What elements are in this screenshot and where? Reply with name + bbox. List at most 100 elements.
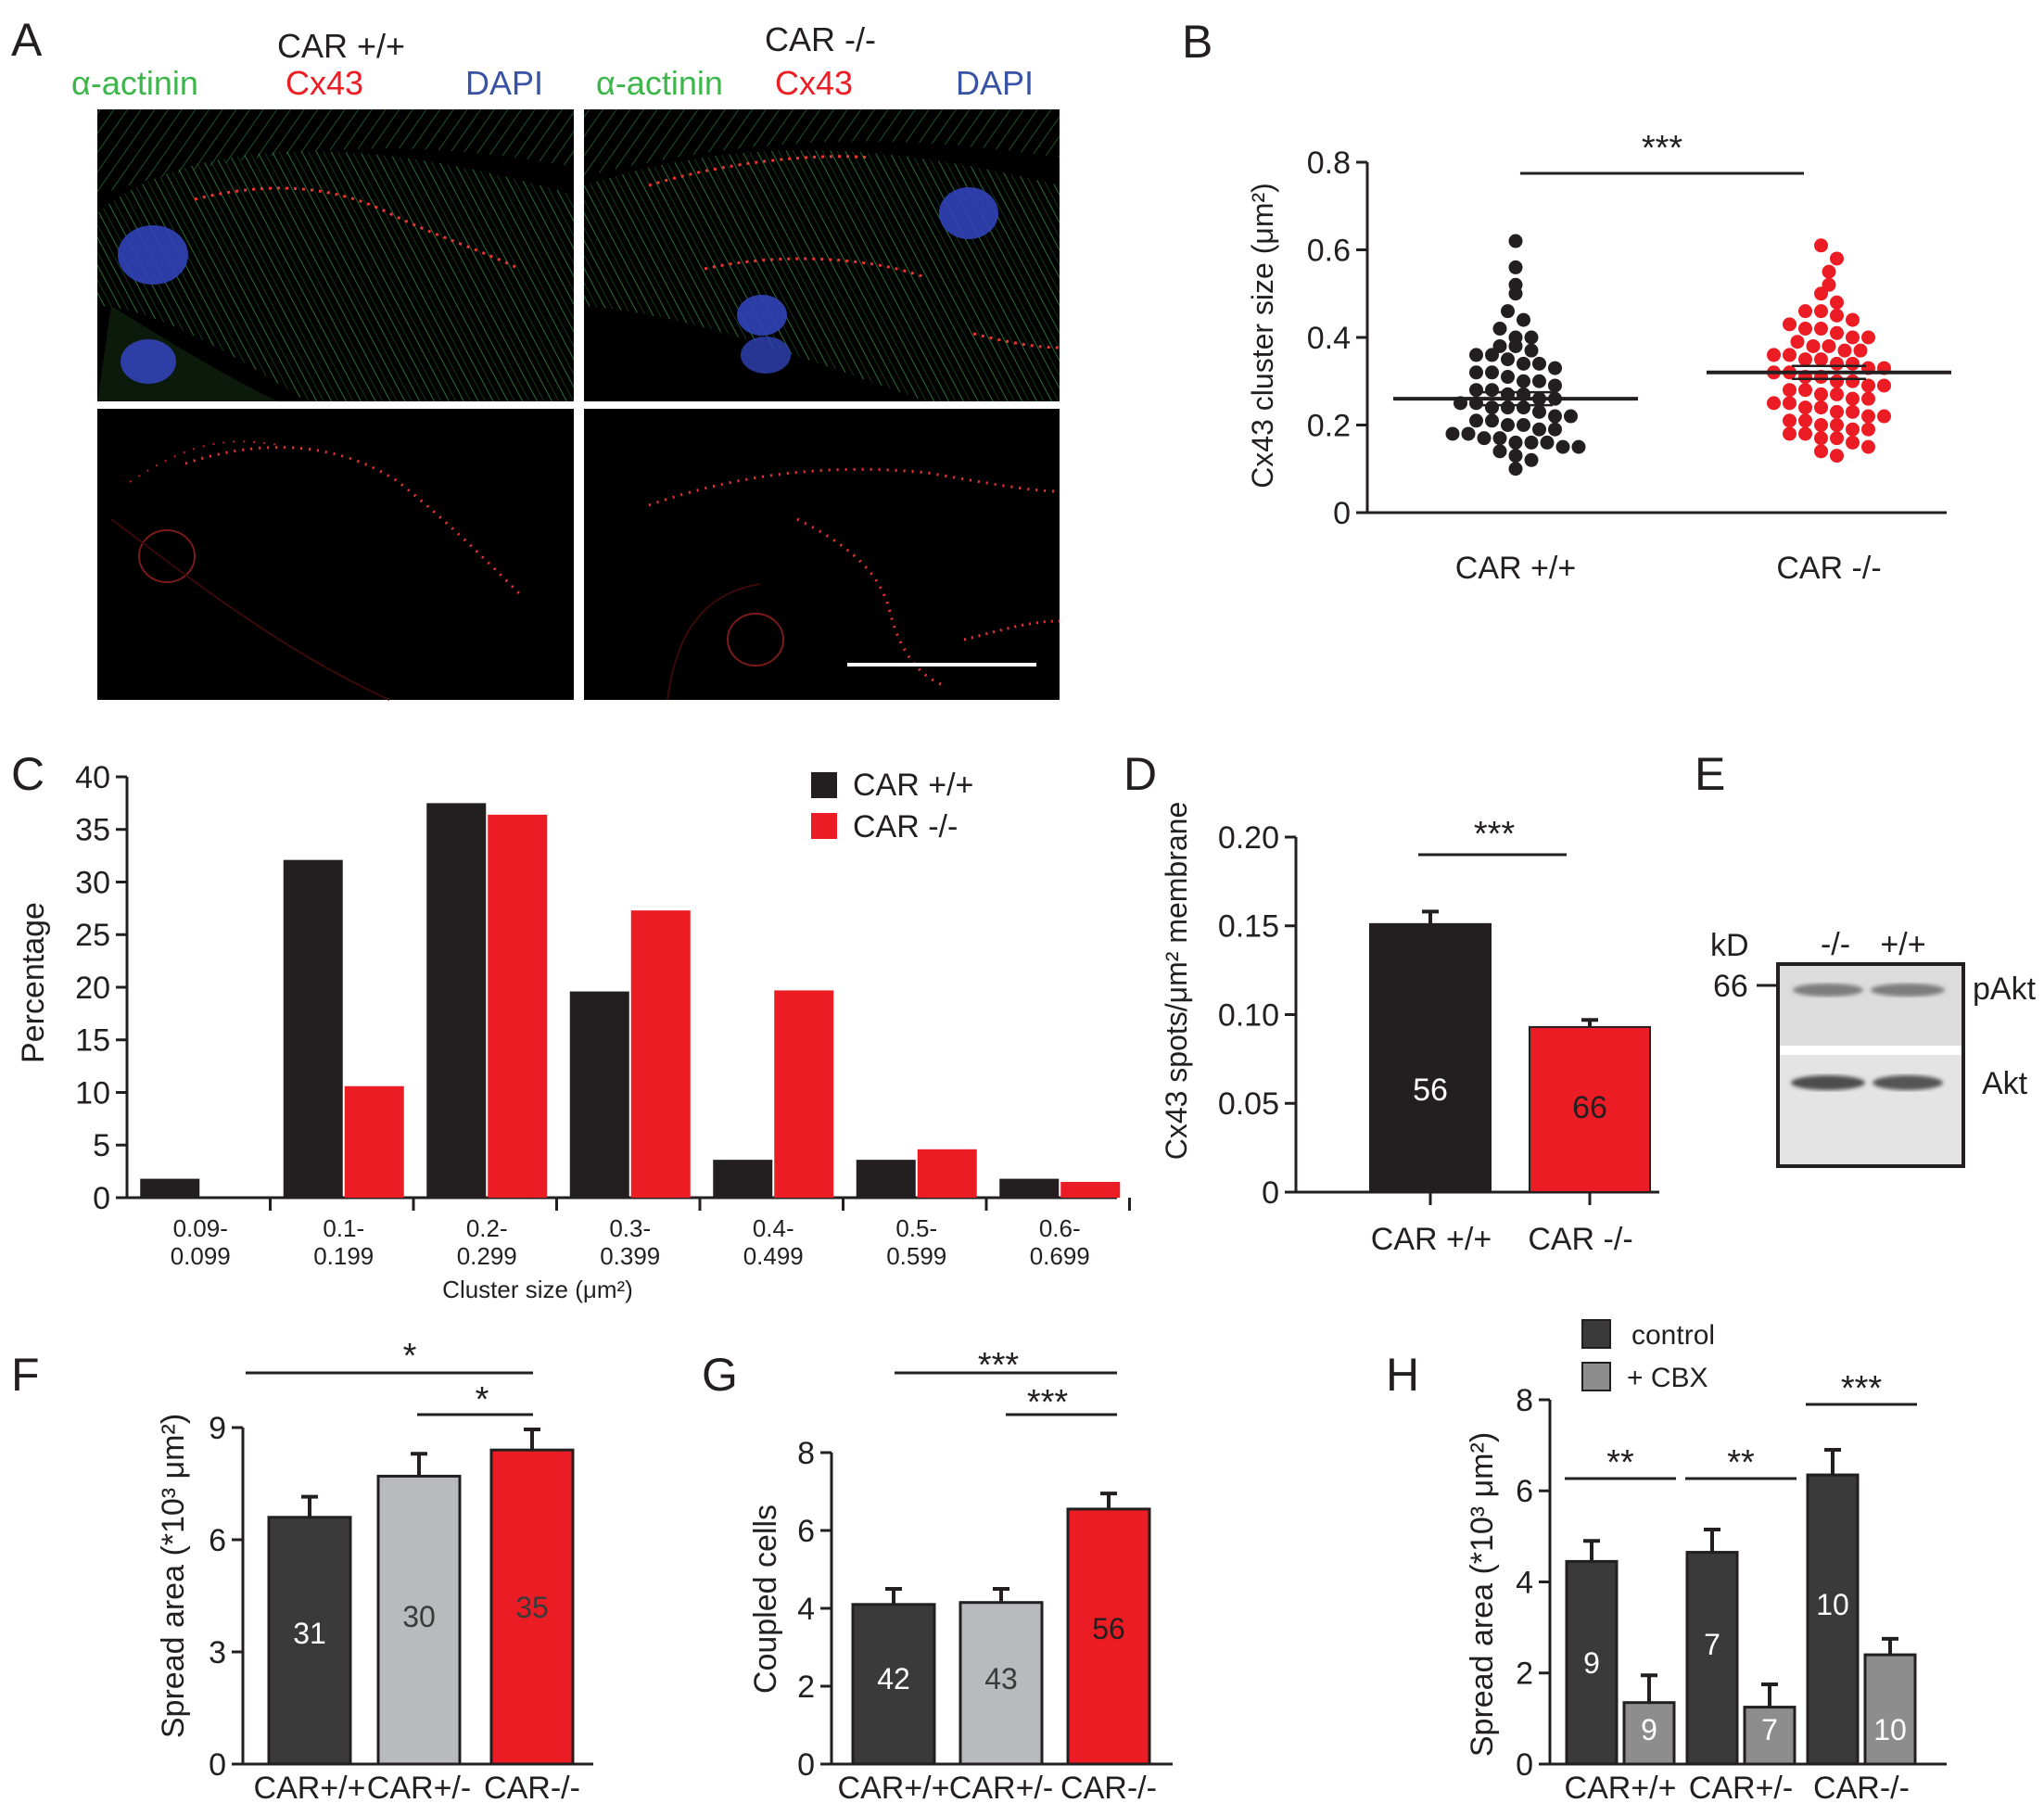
panel-h-sig-label-2: *** <box>1841 1369 1883 1408</box>
bar-h-n-0-0: 9 <box>1583 1646 1600 1680</box>
scatter-point-ko <box>1790 335 1805 349</box>
panel-c-ytick-label-3: 15 <box>75 1023 110 1059</box>
scatter-point-ko <box>1822 264 1836 279</box>
scatter-point-wt <box>1469 383 1483 398</box>
scatter-point-wt <box>1524 343 1539 358</box>
scatter-point-ko <box>1822 338 1836 353</box>
panel-a: A CAR +/+ CAR -/- α-actinin Cx43 DAPI α-… <box>11 14 1060 701</box>
scatter-point-wt <box>1501 418 1515 432</box>
panel-b-ylabel: Cx43 cluster size (μm²) <box>1246 183 1279 489</box>
panel-d-xtick-1: CAR +/+ <box>1371 1222 1492 1257</box>
scatter-point-ko <box>1814 238 1828 253</box>
panel-label-b: B <box>1182 16 1212 68</box>
scatter-point-ko <box>1830 404 1844 419</box>
panel-h-xtick-label-1: CAR+/- <box>1689 1771 1793 1803</box>
blot-strip-top <box>1780 966 1961 1046</box>
blot-strip-bottom <box>1780 1055 1961 1164</box>
scatter-point-ko <box>1830 325 1844 340</box>
scatter-point-ko <box>1861 378 1875 393</box>
panel-f-ytick-label-2: 6 <box>209 1523 226 1558</box>
panel-d-ytick-label-0: 0 <box>1262 1175 1279 1211</box>
bar-h-control-1 <box>1685 1551 1739 1766</box>
stain-label-red-2: Cx43 <box>775 64 853 102</box>
panel-e: E kD -/- +/+ 66 pAkt Akt <box>1695 748 2037 1168</box>
blot-kd-label: kD <box>1710 928 1749 963</box>
scatter-point-wt <box>1532 356 1546 371</box>
panel-c-xlabel: Cluster size (μm²) <box>442 1276 633 1303</box>
bar-h-n-0-1: 7 <box>1704 1628 1720 1661</box>
scatter-point-ko <box>1798 413 1812 428</box>
bar-g-0 <box>851 1603 936 1766</box>
blot-band-pakt-2 <box>1871 984 1945 997</box>
scatter-point-wt <box>1532 404 1546 419</box>
scatter-point-ko <box>1846 404 1860 419</box>
scatter-point-wt <box>1548 378 1562 393</box>
bar-f-n-2: 35 <box>515 1591 549 1624</box>
legend-swatch-ko <box>811 813 837 839</box>
scatter-point-wt <box>1485 383 1499 398</box>
bar-h-n-1-2: 10 <box>1873 1713 1907 1746</box>
bar-h-control-0 <box>1565 1559 1619 1766</box>
panel-f: F * * Spread area (*10³ μm²) 0 3 6 9 31 30 35… <box>11 1337 593 1803</box>
scatter-point-ko <box>1806 338 1821 353</box>
panel-c-yticks: 0 5 10 15 20 25 30 35 40 <box>75 760 127 1216</box>
scatter-point-wt <box>1501 370 1515 385</box>
scatter-point-wt <box>1492 322 1507 336</box>
panel-f-ylabel: Spread area (*10³ μm²) <box>156 1414 191 1738</box>
stain-label-red: Cx43 <box>286 64 363 102</box>
bar-h-cbx-0 <box>1622 1701 1676 1766</box>
scatter-point-wt <box>1517 400 1530 415</box>
panel-b-ytick-label-4: 0.8 <box>1307 146 1351 181</box>
panel-c-xtick-label-5-b: 0.599 <box>886 1242 946 1270</box>
scatter-point-wt <box>1524 435 1539 450</box>
panel-g-xtick-label-1: CAR+/- <box>949 1771 1053 1803</box>
panel-f-xticks: CAR+/+ CAR+/- CAR-/- <box>254 1771 580 1803</box>
bar-g-2 <box>1066 1507 1151 1766</box>
panel-label-g: G <box>702 1349 738 1401</box>
stain-label-blue-2: DAPI <box>956 64 1034 102</box>
scatter-point-ko <box>1846 312 1860 327</box>
scatter-point-ko <box>1783 426 1796 441</box>
scatter-point-wt <box>1508 260 1523 274</box>
scatter-point-ko <box>1783 348 1796 362</box>
panel-f-ytick-label-1: 3 <box>209 1635 226 1670</box>
panel-b-sig: *** <box>1642 129 1683 168</box>
panel-c-ytick-label-7: 35 <box>75 813 110 848</box>
panel-h-bars: 9 9 7 7 10 10 <box>1565 1448 1917 1766</box>
scatter-point-wt <box>1461 426 1476 441</box>
panel-a-left-title: CAR +/+ <box>277 27 405 65</box>
scatter-point-wt <box>1508 435 1523 450</box>
scatter-point-ko <box>1814 322 1828 336</box>
panel-c-xtick-label-2-b: 0.299 <box>457 1242 517 1270</box>
panel-h-ytick-label-1: 2 <box>1516 1657 1533 1692</box>
blot-lane-2: +/+ <box>1880 927 1925 962</box>
scatter-point-wt <box>1540 435 1555 450</box>
micrograph-merge-wt <box>97 109 574 401</box>
bar-g-n-0: 42 <box>877 1662 910 1695</box>
scatter-point-ko <box>1814 387 1828 401</box>
hist-bar-ko-6 <box>1060 1181 1121 1198</box>
panel-h-ytick-label-4: 8 <box>1516 1383 1533 1418</box>
panel-c-xtick-label-6-a: 0.6- <box>1039 1214 1081 1242</box>
panel-f-ytick-label-3: 9 <box>209 1411 226 1446</box>
panel-b-points <box>1393 234 1951 476</box>
panel-c-ylabel: Percentage <box>16 902 51 1063</box>
scatter-point-wt <box>1508 449 1523 463</box>
scatter-point-ko <box>1861 422 1875 437</box>
hist-bar-wt-6 <box>999 1178 1060 1198</box>
scatter-point-ko <box>1767 348 1781 362</box>
panel-g-ytick-label-2: 4 <box>797 1592 815 1627</box>
hist-bar-ko-1 <box>344 1086 404 1198</box>
scatter-point-wt <box>1517 374 1530 388</box>
panel-f-yticks: 0 3 6 9 <box>209 1411 243 1783</box>
scatter-point-ko <box>1830 251 1844 266</box>
scatter-point-wt <box>1517 356 1530 371</box>
panel-g-sig-1: *** <box>978 1346 1020 1385</box>
scatter-point-ko <box>1814 286 1828 301</box>
scatter-point-ko <box>1846 435 1860 450</box>
scatter-point-wt <box>1548 422 1562 437</box>
panel-g-ytick-label-3: 6 <box>797 1514 815 1549</box>
bar-h-cbx-1 <box>1743 1706 1796 1766</box>
panel-b-xtick-2: CAR -/- <box>1776 551 1881 586</box>
micrograph-cx43-ko <box>584 409 1060 701</box>
